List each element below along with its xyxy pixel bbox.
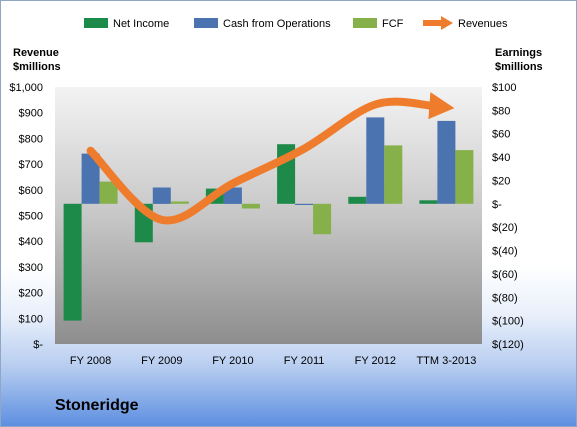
left-tick-label: $600 [19, 185, 43, 197]
x-tick-label: FY 2009 [141, 355, 182, 367]
bar-cash-from-operations-4 [366, 117, 385, 204]
bar-cash-from-operations-5 [437, 120, 456, 204]
bar-fcf-3 [313, 203, 332, 235]
legend-swatch-net-income [84, 18, 108, 28]
legend-swatch-cash-from-operations [194, 18, 218, 28]
left-tick-label: $500 [19, 211, 43, 223]
right-tick-label: $- [492, 199, 502, 211]
legend: Net Income Cash from Operations FCF Revenue… [84, 16, 508, 30]
bar-fcf-2 [241, 203, 260, 209]
bars-layer [63, 117, 474, 321]
right-tick-label: $20 [492, 176, 510, 188]
right-tick-label: $(80) [492, 292, 518, 304]
left-tick-label: $400 [19, 236, 43, 248]
right-tick-label: $(120) [492, 339, 524, 351]
x-tick-label: FY 2011 [284, 355, 325, 367]
right-tick-label: $(40) [492, 246, 518, 258]
x-tick-label: FY 2012 [355, 355, 396, 367]
right-tick-label: $60 [492, 129, 510, 141]
left-tick-label: $- [33, 339, 43, 351]
left-tick-label: $900 [19, 108, 43, 120]
x-tick-label: FY 2010 [212, 355, 253, 367]
bar-cash-from-operations-2 [223, 187, 242, 204]
bar-cash-from-operations-3 [295, 203, 314, 205]
revenues-arrow-head [428, 92, 455, 120]
legend-arrow-revenues [441, 16, 453, 30]
bar-fcf-5 [455, 150, 474, 204]
legend-label-net-income: Net Income [113, 18, 169, 30]
right-tick-label: $(60) [492, 269, 518, 281]
bar-cash-from-operations-0 [81, 153, 100, 204]
bar-fcf-4 [384, 145, 403, 204]
left-tick-label: $300 [19, 262, 43, 274]
legend-label-revenues: Revenues [458, 18, 508, 30]
left-tick-label: $800 [19, 133, 43, 145]
right-tick-label: $80 [492, 105, 510, 117]
left-axis-title: $millions [13, 61, 61, 73]
left-axis-title: Revenue [13, 47, 59, 59]
bar-net-income-0 [63, 203, 82, 321]
legend-label-cash-from-operations: Cash from Operations [223, 18, 331, 30]
left-tick-label: $100 [19, 313, 43, 325]
legend-swatch-fcf [353, 18, 377, 28]
bar-cash-from-operations-1 [152, 187, 171, 204]
revenue-line-layer [86, 92, 455, 225]
left-axis: $- $100 $200 $300 $400 $500 $600 $700 $800 $900 $1… [9, 82, 43, 351]
left-tick-label: $700 [19, 159, 43, 171]
x-tick-label: TTM 3-2013 [416, 355, 476, 367]
x-tick-label: FY 2008 [70, 355, 111, 367]
bar-fcf-0 [99, 181, 118, 204]
bar-fcf-1 [170, 201, 189, 204]
right-tick-label: $40 [492, 152, 510, 164]
plot-area [55, 87, 482, 344]
bar-net-income-5 [419, 200, 438, 204]
right-tick-label: $(100) [492, 316, 524, 328]
bar-net-income-4 [348, 196, 367, 204]
right-tick-label: $(20) [492, 222, 518, 234]
x-axis: FY 2008 FY 2009 FY 2010 FY 2011 FY 2012 TTM 3… [70, 355, 476, 367]
right-axis-title: Earnings [495, 47, 542, 59]
axis-titles: Revenue $millions Earnings $millions [13, 47, 543, 73]
left-tick-label: $1,000 [9, 82, 43, 94]
left-tick-label: $200 [19, 288, 43, 300]
legend-label-fcf: FCF [382, 18, 404, 30]
right-axis-title: $millions [495, 61, 543, 73]
right-axis: $(120) $(100) $(80) $(60) $(40) $(20) $- $20 $40… [492, 82, 524, 351]
right-tick-label: $100 [492, 82, 516, 94]
company-name: Stoneridge [55, 397, 139, 414]
